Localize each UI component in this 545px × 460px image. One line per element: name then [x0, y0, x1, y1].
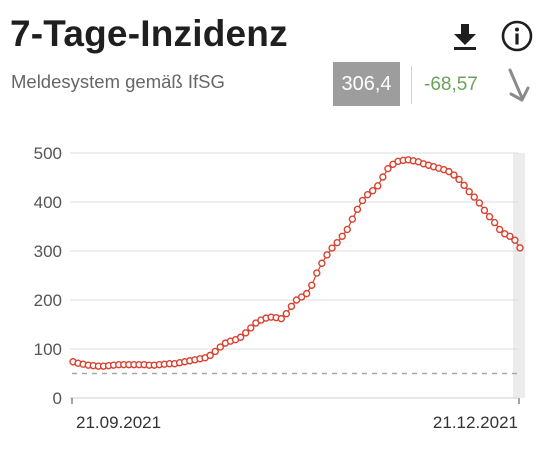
data-point	[216, 343, 225, 351]
data-point	[358, 196, 367, 205]
data-point	[297, 293, 306, 301]
data-point	[323, 251, 331, 259]
arrow-down-right-icon	[500, 66, 534, 106]
data-point	[242, 329, 250, 337]
data-point	[333, 238, 341, 247]
data-point	[353, 205, 362, 214]
data-point	[516, 244, 524, 252]
data-point	[287, 302, 296, 311]
data-point	[465, 188, 473, 196]
download-icon[interactable]	[451, 22, 479, 52]
data-point	[460, 181, 468, 190]
data-point	[368, 187, 377, 195]
x-tick-label: 21.09.2021	[76, 413, 161, 432]
info-icon[interactable]	[500, 19, 534, 53]
data-point	[475, 199, 484, 207]
data-point	[455, 175, 463, 184]
data-point	[363, 190, 372, 199]
page-subtitle: Meldesystem gemäß IfSG	[11, 71, 225, 92]
data-point	[343, 225, 351, 234]
data-point	[480, 206, 489, 215]
current-value-badge: 306,4	[333, 62, 400, 106]
y-tick-label: 100	[34, 340, 62, 359]
y-tick-label: 500	[34, 144, 62, 163]
series-line	[72, 159, 521, 367]
data-point	[247, 324, 255, 332]
data-point	[445, 167, 453, 176]
data-point	[485, 212, 494, 221]
data-point	[318, 259, 326, 267]
x-tick-label: 21.12.2021	[433, 413, 518, 432]
data-point	[470, 193, 478, 201]
change-value: -68,57	[424, 74, 478, 95]
badge-separator	[411, 66, 412, 104]
data-point	[282, 310, 291, 318]
data-point	[328, 244, 336, 252]
page-title: 7-Tage-Inzidenz	[10, 13, 288, 54]
data-point	[211, 347, 219, 356]
y-tick-label: 300	[34, 242, 62, 261]
data-point	[511, 236, 519, 244]
data-point	[348, 215, 357, 223]
data-point	[338, 232, 346, 241]
data-point	[450, 171, 458, 179]
data-point	[495, 225, 504, 234]
data-point	[490, 218, 499, 227]
data-point	[379, 173, 387, 181]
data-point	[302, 289, 311, 298]
latest-highlight-band	[513, 153, 525, 398]
data-point	[206, 351, 214, 360]
data-point	[374, 182, 382, 190]
data-point	[236, 333, 245, 341]
data-point	[308, 281, 316, 290]
y-tick-label: 0	[53, 389, 62, 408]
y-tick-label: 400	[34, 193, 62, 212]
data-point	[313, 269, 321, 277]
data-point	[384, 164, 392, 173]
data-point	[277, 314, 285, 323]
incidence-chart: 0 100 200 300 400 500 21.09.2021 21.12.2021	[34, 144, 525, 432]
y-tick-label: 200	[34, 291, 62, 310]
data-point	[506, 232, 514, 241]
